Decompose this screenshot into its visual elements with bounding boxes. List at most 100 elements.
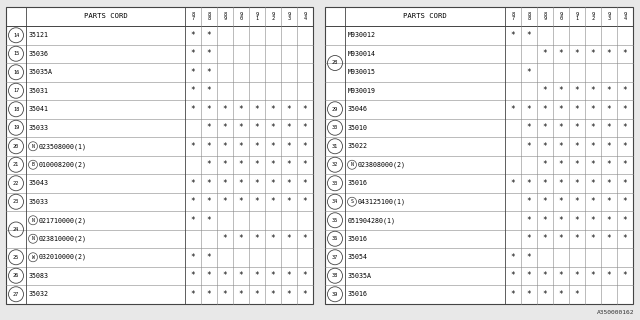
Text: *: * — [287, 271, 291, 280]
Text: 28: 28 — [332, 60, 338, 66]
Text: *: * — [207, 86, 211, 95]
Text: PARTS CORD: PARTS CORD — [403, 13, 447, 20]
Text: *: * — [239, 197, 243, 206]
Text: 15: 15 — [13, 51, 19, 56]
Text: *: * — [623, 197, 627, 206]
Text: *: * — [239, 290, 243, 299]
Text: *: * — [223, 105, 227, 114]
Text: 9
2: 9 2 — [271, 12, 275, 21]
Text: 051904280(1): 051904280(1) — [348, 217, 396, 223]
Text: 19: 19 — [13, 125, 19, 130]
Text: *: * — [207, 105, 211, 114]
Text: 24: 24 — [13, 227, 19, 232]
Text: 14: 14 — [13, 33, 19, 38]
Text: 35033: 35033 — [29, 125, 49, 131]
Text: 9
3: 9 3 — [607, 12, 611, 21]
Text: 9
3: 9 3 — [287, 12, 291, 21]
Text: 010008200(2): 010008200(2) — [39, 162, 87, 168]
Text: 023810000(2): 023810000(2) — [39, 236, 87, 242]
Text: *: * — [303, 160, 307, 169]
Text: *: * — [607, 86, 611, 95]
Text: *: * — [591, 179, 595, 188]
Text: 36: 36 — [332, 236, 338, 241]
Text: *: * — [543, 179, 547, 188]
Text: *: * — [511, 31, 515, 40]
Text: *: * — [223, 290, 227, 299]
Text: *: * — [271, 234, 275, 243]
Text: *: * — [207, 271, 211, 280]
Text: N: N — [31, 218, 35, 223]
Text: M930019: M930019 — [348, 88, 376, 94]
Text: *: * — [575, 290, 579, 299]
Text: *: * — [207, 253, 211, 262]
Text: 35035A: 35035A — [348, 273, 372, 279]
Text: M930012: M930012 — [348, 32, 376, 38]
Text: *: * — [207, 142, 211, 151]
Text: *: * — [287, 160, 291, 169]
Text: *: * — [559, 216, 563, 225]
Text: *: * — [575, 123, 579, 132]
Text: 9
2: 9 2 — [591, 12, 595, 21]
Text: *: * — [511, 179, 515, 188]
Text: *: * — [527, 105, 531, 114]
Text: 023508000(1): 023508000(1) — [39, 143, 87, 149]
Text: 8
8: 8 8 — [527, 12, 531, 21]
Text: *: * — [271, 142, 275, 151]
Text: *: * — [223, 142, 227, 151]
Text: *: * — [559, 86, 563, 95]
Text: *: * — [239, 234, 243, 243]
Text: 35054: 35054 — [348, 254, 368, 260]
Text: *: * — [303, 234, 307, 243]
Text: 8
7: 8 7 — [191, 12, 195, 21]
Text: *: * — [207, 160, 211, 169]
Text: *: * — [543, 86, 547, 95]
Text: *: * — [191, 179, 195, 188]
Text: PARTS CORD: PARTS CORD — [84, 13, 127, 20]
Text: *: * — [191, 68, 195, 77]
Text: *: * — [527, 234, 531, 243]
Text: 8
9: 8 9 — [223, 12, 227, 21]
Text: 32: 32 — [332, 162, 338, 167]
Text: 043125100(1): 043125100(1) — [358, 198, 406, 205]
Text: 23: 23 — [13, 199, 19, 204]
Text: 032010000(2): 032010000(2) — [39, 254, 87, 260]
Text: *: * — [527, 31, 531, 40]
Text: 35016: 35016 — [348, 291, 368, 297]
Text: *: * — [239, 142, 243, 151]
Text: 35016: 35016 — [348, 236, 368, 242]
Text: *: * — [191, 290, 195, 299]
Text: 22: 22 — [13, 181, 19, 186]
Text: *: * — [575, 105, 579, 114]
Text: 9
1: 9 1 — [575, 12, 579, 21]
Text: *: * — [623, 216, 627, 225]
Text: *: * — [559, 160, 563, 169]
Text: *: * — [527, 142, 531, 151]
Text: *: * — [591, 105, 595, 114]
Text: *: * — [191, 142, 195, 151]
Text: 9
1: 9 1 — [255, 12, 259, 21]
Text: *: * — [559, 142, 563, 151]
Text: *: * — [287, 234, 291, 243]
Text: *: * — [271, 105, 275, 114]
Text: 35032: 35032 — [29, 291, 49, 297]
Text: *: * — [607, 179, 611, 188]
Text: 31: 31 — [332, 144, 338, 149]
Text: *: * — [543, 197, 547, 206]
Text: *: * — [607, 216, 611, 225]
Text: *: * — [287, 142, 291, 151]
Text: *: * — [191, 49, 195, 58]
Text: 37: 37 — [332, 255, 338, 260]
Text: *: * — [559, 234, 563, 243]
Text: *: * — [271, 160, 275, 169]
Text: *: * — [207, 197, 211, 206]
Text: 20: 20 — [13, 144, 19, 149]
Bar — [6, 7, 313, 303]
Text: *: * — [255, 271, 259, 280]
Text: *: * — [575, 86, 579, 95]
Text: 16: 16 — [13, 70, 19, 75]
Text: *: * — [511, 105, 515, 114]
Text: *: * — [303, 290, 307, 299]
Text: 30: 30 — [332, 125, 338, 130]
Text: *: * — [191, 105, 195, 114]
Text: W: W — [31, 255, 35, 260]
